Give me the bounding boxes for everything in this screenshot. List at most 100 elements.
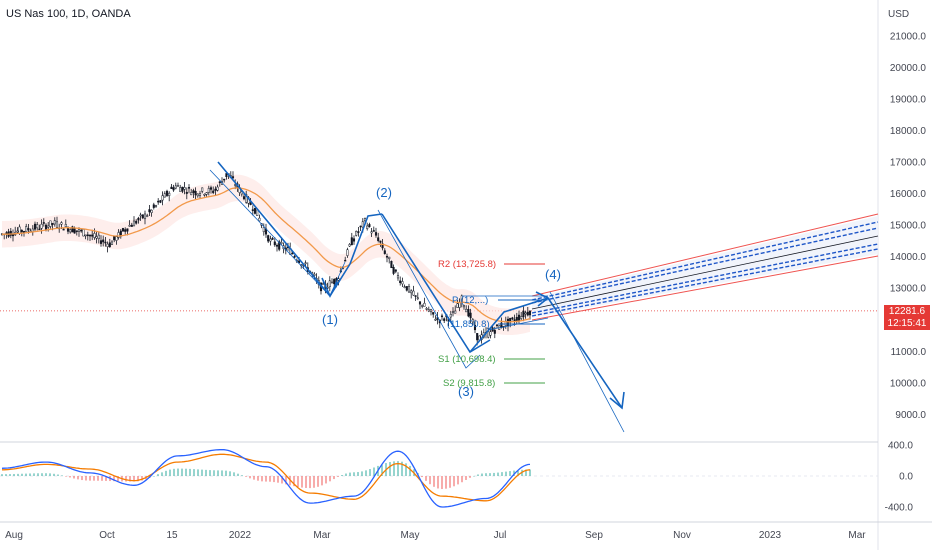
macd-histogram-bar — [525, 469, 527, 476]
macd-histogram-bar — [325, 476, 327, 484]
candle-body — [231, 176, 235, 179]
macd-histogram-bar — [269, 476, 271, 482]
candle-body — [370, 231, 373, 234]
macd-histogram-bar — [253, 476, 255, 480]
candle-body — [403, 286, 406, 288]
candle-body — [515, 317, 518, 321]
candle-body — [359, 225, 362, 228]
candle-body — [275, 244, 279, 247]
macd-histogram-bar — [5, 474, 7, 476]
candle-body — [73, 228, 76, 234]
macd-histogram-bar — [201, 469, 203, 476]
channel-fill — [532, 216, 878, 318]
pivot-label: P (12,...) — [452, 295, 488, 306]
ema-band-fill — [2, 174, 530, 335]
candle-body — [168, 192, 171, 196]
candle-body — [405, 286, 408, 291]
candle-body — [291, 252, 294, 255]
macd-histogram-bar — [273, 476, 275, 483]
macd-histogram-bar — [29, 473, 31, 476]
price-tick-label: 15000.0 — [890, 221, 927, 232]
candle-body — [423, 302, 426, 307]
macd-histogram-bar — [397, 461, 399, 476]
candle-body — [262, 227, 265, 233]
pivot-label: S1 (10,698.4) — [438, 354, 496, 365]
candle-body — [451, 311, 455, 313]
candle-body — [271, 238, 274, 240]
candle-body — [421, 305, 424, 307]
candle-body — [137, 217, 140, 221]
current-price-badge: 12281.6 — [884, 305, 930, 318]
macd-histogram-bar — [233, 472, 235, 476]
candle-body — [427, 309, 430, 312]
candle-body — [352, 238, 356, 242]
channel-inner-top-b — [531, 227, 879, 304]
macd-histogram-bar — [329, 476, 331, 482]
macd-histogram-bar — [57, 474, 59, 476]
candle-body — [44, 224, 48, 230]
macd-histogram-bar — [469, 476, 471, 478]
regression-channel — [531, 213, 879, 321]
candle-body — [366, 225, 369, 229]
candle-body — [11, 234, 15, 237]
macd-histogram-bar — [493, 472, 495, 476]
candle-body — [381, 243, 384, 249]
candle-body — [269, 238, 272, 242]
macd-histogram-bar — [261, 476, 263, 482]
time-tick-label: Mar — [848, 530, 866, 541]
candle-body — [198, 193, 202, 196]
candle-body — [251, 209, 254, 211]
candle-body — [414, 295, 417, 297]
macd-histogram-bar — [381, 464, 383, 476]
candle-body — [520, 316, 523, 319]
candle-body — [440, 315, 444, 318]
candle-body — [526, 311, 529, 316]
macd-histogram-bar — [73, 476, 75, 479]
candle-body — [410, 290, 413, 294]
price-tick-label: 14000.0 — [890, 252, 927, 263]
candle-body — [124, 229, 127, 232]
candle-body — [429, 309, 433, 313]
macd-histogram-bar — [369, 469, 371, 476]
candle-body — [344, 259, 347, 262]
candle-body — [47, 225, 50, 228]
candle-body — [143, 213, 147, 220]
wave-5-arrow — [547, 297, 623, 409]
candle-body — [130, 224, 133, 227]
ema-line — [1, 187, 531, 323]
candle-body — [396, 275, 400, 279]
candle-body — [161, 195, 164, 201]
candle-body — [216, 186, 219, 191]
macd-histogram-bar — [473, 475, 475, 477]
macd-histogram-bar — [501, 472, 503, 476]
pivot-label: S2 (9,815.8) — [443, 378, 495, 389]
macd-histogram-bar — [481, 473, 483, 476]
macd-histogram-bar — [69, 476, 71, 478]
macd-histogram-bar — [229, 471, 231, 476]
time-tick-label: Sep — [585, 530, 603, 541]
macd-histogram-bar — [305, 476, 307, 488]
candle-body — [174, 185, 177, 189]
time-tick-label: Mar — [313, 530, 331, 541]
macd-histogram-bar — [505, 471, 507, 476]
price-tick-label: 19000.0 — [890, 95, 927, 106]
macd-histogram-bar — [137, 476, 139, 482]
macd-histogram-bar — [297, 476, 299, 487]
candle-body — [108, 242, 111, 248]
macd-histogram-bar — [497, 472, 499, 476]
wave-3-thin — [377, 209, 481, 369]
candle-body — [330, 281, 334, 284]
candle-body — [209, 187, 213, 190]
wave-drawings: (1) (2) (3) (4) — [209, 161, 625, 433]
macd-histogram-bar — [313, 476, 315, 488]
candle-body — [355, 231, 358, 236]
macd-histogram-bar — [153, 475, 155, 477]
channel-outer-bottom — [531, 255, 879, 321]
candle-body — [253, 207, 257, 214]
candle-body — [434, 318, 437, 321]
price-tick-label: 9000.0 — [895, 410, 926, 421]
wave-2-arrow — [349, 213, 383, 265]
candle-body — [77, 228, 81, 232]
